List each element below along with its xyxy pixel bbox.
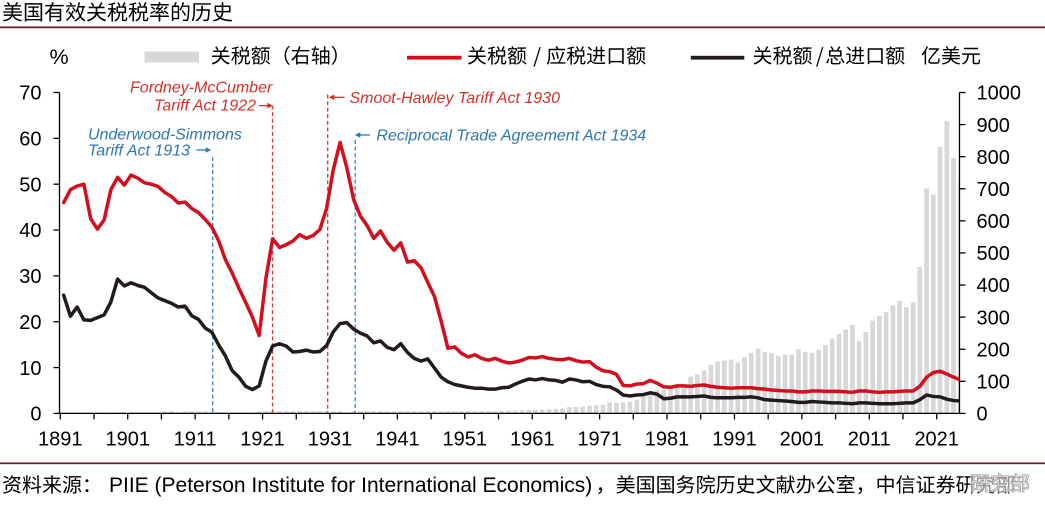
svg-text:Underwood-Simmons: Underwood-Simmons — [88, 126, 242, 143]
svg-text:70: 70 — [19, 83, 41, 105]
svg-text:400: 400 — [977, 275, 1010, 297]
svg-text:1911: 1911 — [174, 429, 217, 451]
svg-text:0: 0 — [977, 404, 988, 426]
svg-text:Smoot-Hawley Tariff Act 1930: Smoot-Hawley Tariff Act 1930 — [350, 90, 561, 107]
svg-text:Tariff Act 1913: Tariff Act 1913 — [88, 142, 190, 159]
svg-text:2021: 2021 — [914, 429, 959, 451]
svg-text:1931: 1931 — [308, 429, 353, 451]
svg-text:2001: 2001 — [780, 429, 825, 451]
svg-text:1891: 1891 — [38, 429, 83, 451]
svg-text:900: 900 — [977, 115, 1010, 137]
svg-text:1921: 1921 — [240, 429, 285, 451]
svg-text:1981: 1981 — [645, 429, 690, 451]
svg-text:Reciprocal Trade Agreement Act: Reciprocal Trade Agreement Act 1934 — [376, 127, 646, 144]
svg-text:1991: 1991 — [712, 429, 757, 451]
svg-text:1971: 1971 — [577, 429, 622, 451]
svg-text:40: 40 — [19, 220, 41, 242]
svg-text:1941: 1941 — [375, 429, 420, 451]
svg-text:%: % — [50, 45, 69, 69]
svg-text:800: 800 — [977, 147, 1010, 169]
svg-text:0: 0 — [30, 404, 41, 426]
svg-text:10: 10 — [19, 358, 41, 380]
svg-text:Fordney-McCumber: Fordney-McCumber — [130, 80, 273, 97]
svg-text:30: 30 — [19, 266, 41, 288]
svg-text:Tariff Act 1922: Tariff Act 1922 — [154, 98, 256, 115]
svg-text:200: 200 — [977, 339, 1010, 361]
svg-text:PIIE (Peterson Institute for I: PIIE (Peterson Institute for Internation… — [109, 474, 592, 497]
svg-text:600: 600 — [977, 211, 1010, 233]
svg-text:300: 300 — [977, 307, 1010, 329]
svg-text:1901: 1901 — [105, 429, 150, 451]
svg-text:1000: 1000 — [977, 83, 1022, 105]
svg-text:700: 700 — [977, 179, 1010, 201]
svg-text:1951: 1951 — [443, 429, 488, 451]
svg-text:500: 500 — [977, 243, 1010, 265]
svg-text:50: 50 — [19, 174, 41, 196]
svg-text:2011: 2011 — [848, 429, 891, 451]
svg-text:100: 100 — [977, 372, 1010, 394]
svg-text:20: 20 — [19, 312, 41, 334]
svg-text:1961: 1961 — [510, 429, 555, 451]
svg-text:60: 60 — [19, 129, 41, 151]
